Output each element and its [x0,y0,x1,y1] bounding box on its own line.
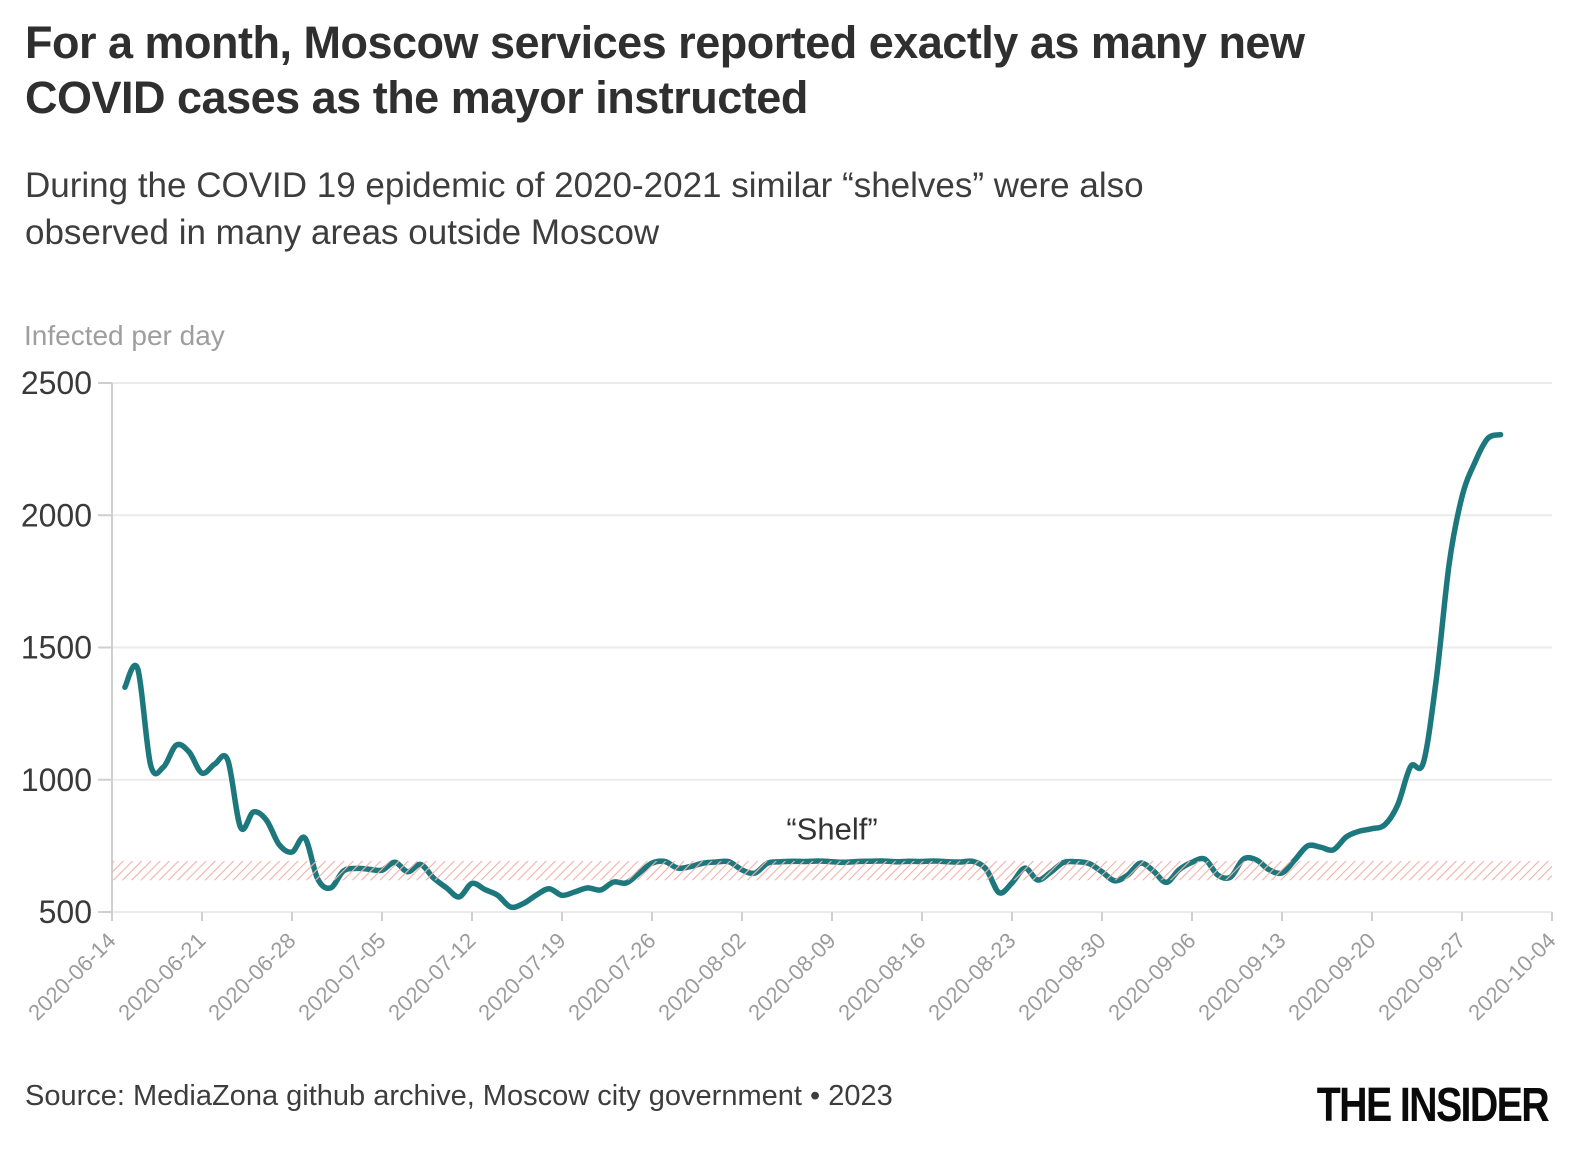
shelf-annotation: “Shelf” [786,812,877,847]
x-tick-label: 2020-06-28 [203,928,300,1025]
x-tick-label: 2020-06-21 [113,928,210,1025]
x-tick-label: 2020-06-14 [23,928,120,1025]
x-tick-label: 2020-07-26 [563,928,660,1025]
y-tick-label: 1500 [21,630,92,666]
chart-title: For a month, Moscow services reported ex… [25,16,1305,126]
x-tick-label: 2020-07-05 [293,928,390,1025]
chart-title-line1: For a month, Moscow services reported ex… [25,17,1305,68]
x-tick-label: 2020-07-12 [383,928,480,1025]
x-tick-label: 2020-08-09 [743,928,840,1025]
the-insider-logo: THE INSIDER [1316,1079,1550,1132]
y-tick-label: 500 [39,894,92,930]
x-tick-label: 2020-09-27 [1373,928,1470,1025]
x-tick-label: 2020-07-19 [473,928,570,1025]
covid-line-chart: 25002000150010005002020-06-142020-06-212… [21,365,1561,1025]
x-tick-label: 2020-09-20 [1283,928,1380,1025]
x-tick-label: 2020-08-16 [833,928,930,1025]
chart-title-line2: COVID cases as the mayor instructed [25,71,808,123]
y-axis-title: Infected per day [24,320,225,351]
y-tick-label: 2000 [21,497,92,533]
chart-subtitle: During the COVID 19 epidemic of 2020-202… [25,163,1144,256]
x-tick-label: 2020-08-30 [1013,928,1110,1025]
chart-subtitle-line2: observed in many areas outside Moscow [25,212,660,252]
x-tick-label: 2020-08-02 [653,928,750,1025]
x-tick-label: 2020-09-06 [1103,928,1200,1025]
shelf-band [112,860,1552,881]
x-tick-label: 2020-08-23 [923,928,1020,1025]
chart-subtitle-line1: During the COVID 19 epidemic of 2020-202… [25,166,1144,205]
y-tick-label: 2500 [21,365,92,401]
x-tick-label: 2020-09-13 [1193,928,1290,1025]
source-note: Source: MediaZona github archive, Moscow… [25,1080,893,1112]
y-tick-label: 1000 [21,762,92,798]
x-tick-label: 2020-10-04 [1463,928,1560,1025]
